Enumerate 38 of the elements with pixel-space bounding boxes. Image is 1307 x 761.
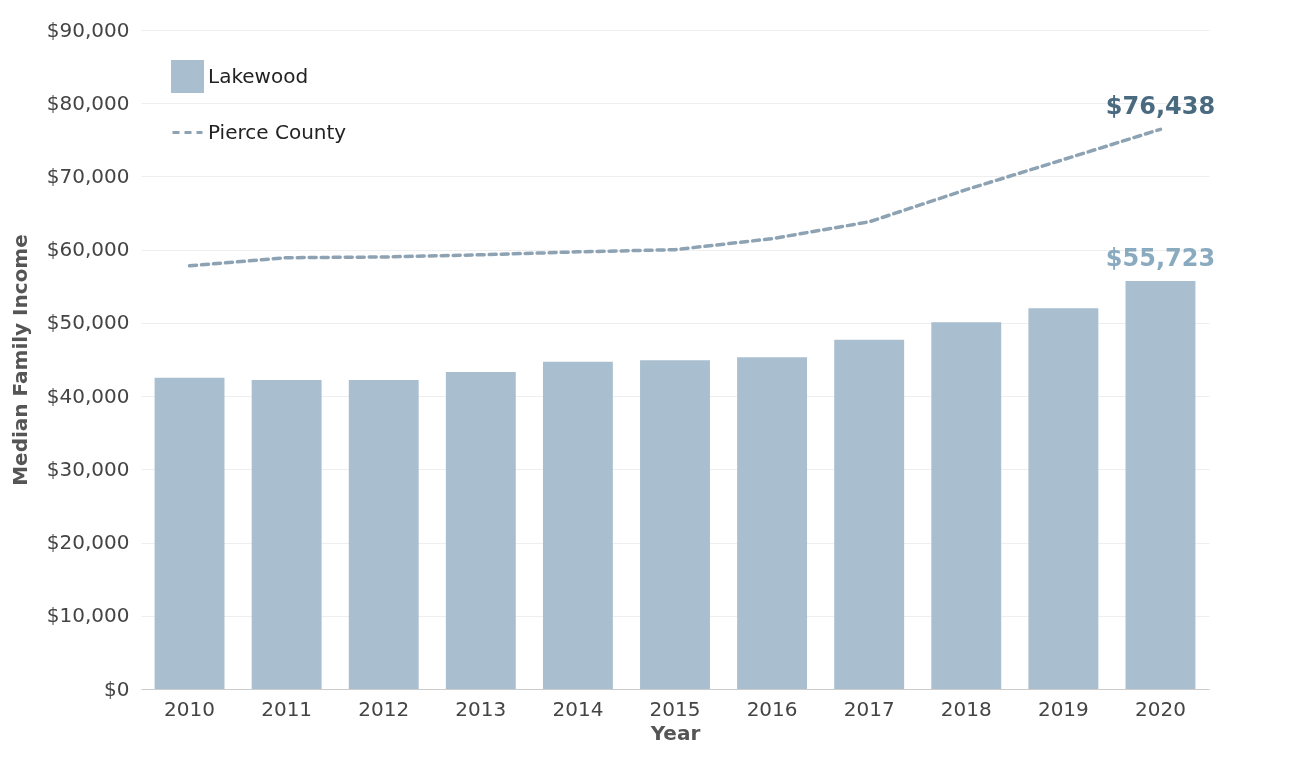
y-tick-label: $90,000 <box>46 17 130 42</box>
y-tick-label: $50,000 <box>46 310 130 335</box>
x-tick-label: 2019 <box>1037 696 1089 721</box>
x-tick-label: 2020 <box>1135 696 1186 721</box>
legend-label: Lakewood <box>208 63 309 88</box>
x-tick-label: 2016 <box>746 696 798 721</box>
bar <box>348 380 419 689</box>
legend-label: Pierce County <box>208 119 347 144</box>
y-tick-label: $60,000 <box>46 237 130 262</box>
bar <box>737 357 808 689</box>
x-axis-title: Year <box>649 720 701 745</box>
data-label: $55,723 <box>1105 243 1216 272</box>
bar <box>640 360 710 689</box>
bar <box>931 322 1002 689</box>
y-tick-label: $0 <box>104 676 130 701</box>
x-tick-label: 2010 <box>164 696 215 721</box>
x-tick-label: 2012 <box>358 696 410 721</box>
y-tick-label: $10,000 <box>46 603 130 628</box>
data-label: $76,438 <box>1105 92 1216 121</box>
y-tick-label: $30,000 <box>46 456 130 481</box>
bar <box>251 380 322 689</box>
bar <box>1028 308 1099 689</box>
x-tick-label: 2014 <box>552 696 604 721</box>
x-tick-label: 2018 <box>940 696 992 721</box>
y-tick-label: $80,000 <box>46 90 130 115</box>
y-tick-label: $20,000 <box>46 530 130 555</box>
x-tick-label: 2015 <box>649 696 701 721</box>
bar <box>445 371 516 689</box>
x-tick-label: 2011 <box>261 696 313 721</box>
x-tick-label: 2017 <box>843 696 895 721</box>
bar <box>1125 280 1196 689</box>
bar <box>834 339 905 689</box>
y-axis-title: Median Family Income <box>7 234 32 486</box>
x-tick-label: 2013 <box>455 696 507 721</box>
bar <box>154 377 225 689</box>
y-tick-label: $70,000 <box>46 163 130 188</box>
y-tick-label: $40,000 <box>46 383 130 408</box>
bar <box>542 361 613 689</box>
